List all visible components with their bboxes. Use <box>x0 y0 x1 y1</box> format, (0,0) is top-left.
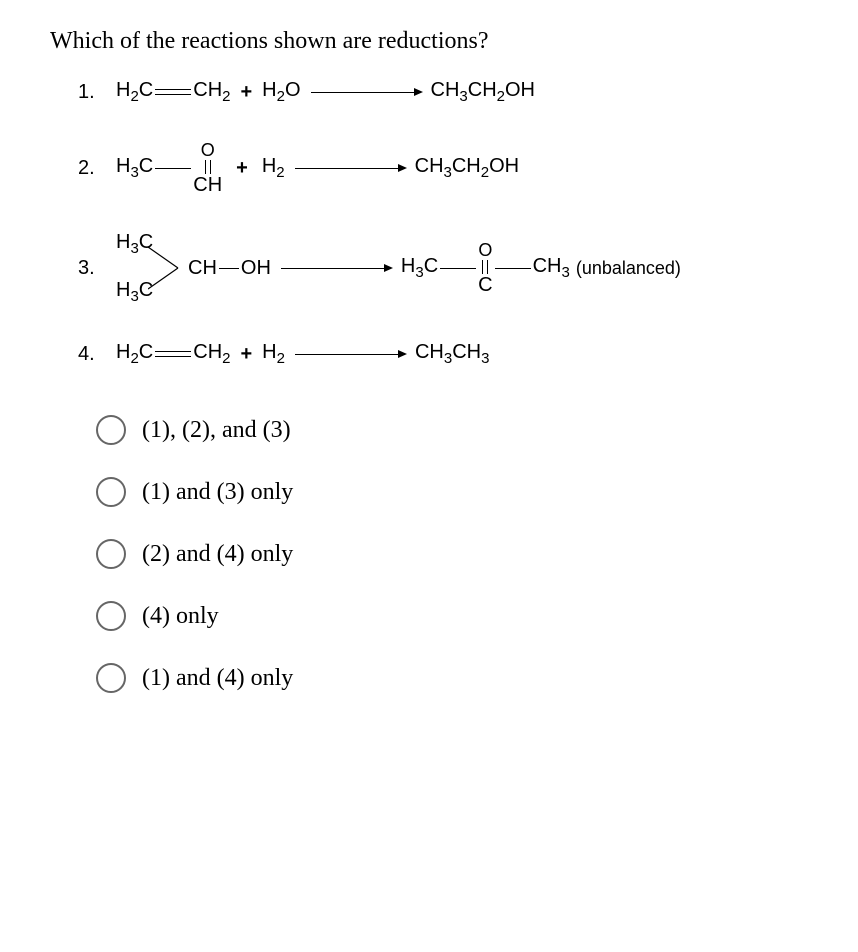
single-bond-icon <box>440 268 476 269</box>
reaction-1: 1. H2C CH2 + H2O CH3CH2OH <box>78 79 808 105</box>
reactions-block: 1. H2C CH2 + H2O CH3CH2OH 2. H3C <box>78 79 808 367</box>
carbonyl-icon: O C <box>478 241 492 295</box>
unbalanced-note: (unbalanced) <box>576 258 681 279</box>
double-bond-icon <box>155 89 191 95</box>
reaction-3: 3. H3C H3C CH OH H3C O C CH3 <box>78 231 808 305</box>
reaction-4-equation: H2C CH2 + H2 CH3CH3 <box>116 341 489 367</box>
arrow-icon <box>295 354 405 355</box>
option-4-label: (4) only <box>142 603 219 630</box>
reaction-3-equation: H3C H3C CH OH H3C O C CH3 (unbalanced) <box>116 231 681 305</box>
double-bond-icon <box>155 351 191 357</box>
radio-icon[interactable] <box>96 477 126 507</box>
option-3[interactable]: (2) and (4) only <box>96 539 808 569</box>
reaction-2: 2. H3C O CH + H2 CH3CH2OH <box>78 141 808 195</box>
radio-icon[interactable] <box>96 601 126 631</box>
option-3-label: (2) and (4) only <box>142 541 293 568</box>
radio-icon[interactable] <box>96 663 126 693</box>
carbonyl-icon: O CH <box>193 141 222 195</box>
reaction-1-equation: H2C CH2 + H2O CH3CH2OH <box>116 79 535 105</box>
option-2-label: (1) and (3) only <box>142 479 293 506</box>
radio-icon[interactable] <box>96 415 126 445</box>
reaction-2-number: 2. <box>78 157 104 180</box>
option-2[interactable]: (1) and (3) only <box>96 477 808 507</box>
option-1[interactable]: (1), (2), and (3) <box>96 415 808 445</box>
reaction-3-number: 3. <box>78 257 104 280</box>
reaction-2-equation: H3C O CH + H2 CH3CH2OH <box>116 141 519 195</box>
arrow-icon <box>295 168 405 169</box>
reaction-4-number: 4. <box>78 343 104 366</box>
radio-icon[interactable] <box>96 539 126 569</box>
option-4[interactable]: (4) only <box>96 601 808 631</box>
single-bond-icon <box>219 268 239 269</box>
option-5[interactable]: (1) and (4) only <box>96 663 808 693</box>
option-5-label: (1) and (4) only <box>142 665 293 692</box>
arrow-icon <box>281 268 391 269</box>
reaction-1-number: 1. <box>78 81 104 104</box>
option-1-label: (1), (2), and (3) <box>142 417 291 444</box>
single-bond-icon <box>495 268 531 269</box>
single-bond-icon <box>155 168 191 169</box>
reaction-4: 4. H2C CH2 + H2 CH3CH3 <box>78 341 808 367</box>
question-prompt: Which of the reactions shown are reducti… <box>50 28 808 55</box>
isopropyl-icon: H3C H3C <box>116 231 188 305</box>
arrow-icon <box>311 92 421 93</box>
answer-options: (1), (2), and (3) (1) and (3) only (2) a… <box>96 415 808 693</box>
